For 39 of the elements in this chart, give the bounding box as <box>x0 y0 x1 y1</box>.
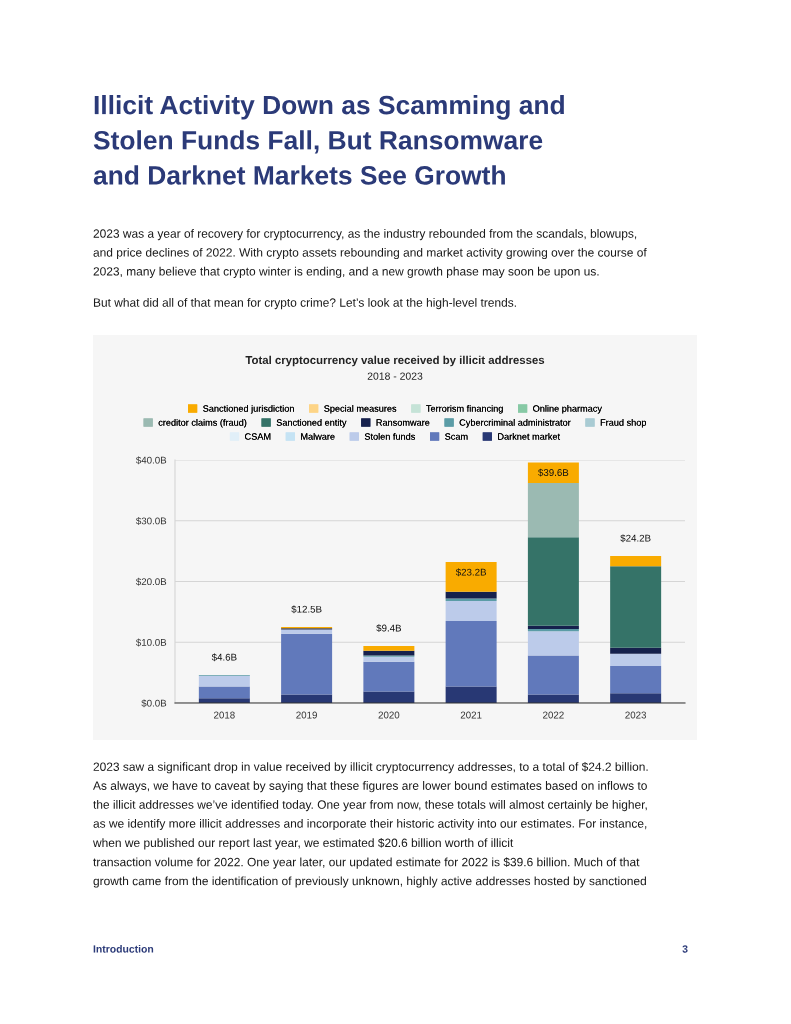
total-label: $24.2B <box>620 534 651 543</box>
text: But what did all of that mean for crypto crime? Let’s look at the high-level trends. <box>93 298 516 310</box>
legend-label: Cybercriminal administrator <box>459 419 571 428</box>
y-tick-label: $0.0B <box>141 699 167 708</box>
legend-label: Sanctioned entity <box>276 419 347 428</box>
text: Illicit Activity Down as Scamming and Stolen Funds Fall, But Ransomware and Darknet Markets See Growth <box>93 95 564 185</box>
x-tick-label: 2019 <box>296 711 317 719</box>
legend-label: Sanctioned jurisdiction <box>203 405 294 414</box>
y-tick-label: $10.0B <box>135 638 167 647</box>
chart-title: Total cryptocurrency value received by illicit addresses <box>245 355 545 367</box>
x-tick-label: 2018 <box>214 711 235 719</box>
legend-label: Online pharmacy <box>533 405 602 414</box>
legend-label: Special measures <box>324 405 397 414</box>
legend-label: Stolen funds <box>364 433 415 440</box>
legend-label: Darknet market <box>498 433 561 440</box>
y-tick-label: $20.0B <box>135 577 167 586</box>
x-tick-label: 2021 <box>460 711 482 719</box>
text: 2023 was a year of recovery for cryptocurrency, as the industry rebounded from the scandals, blowups, and price declines of 2022. With crypto assets rebounding and market activity growing over the course of 2023, many believe that crypto winter is ending, and a new growth phase may soon be upon us. <box>93 229 647 278</box>
legend-label: Ransomware <box>376 419 430 426</box>
total-label: $4.6B <box>211 653 237 662</box>
legend-label: Scam <box>445 433 468 440</box>
legend-label: Terrorism financing <box>426 405 503 414</box>
total-label: $12.5B <box>291 605 322 614</box>
x-tick-label: 2022 <box>543 711 564 719</box>
total-label: $23.2B <box>455 568 487 577</box>
legend-label: CSAM <box>245 433 271 440</box>
legend-label: creditor claims (fraud) <box>158 419 247 428</box>
legend-label: Malware <box>301 433 335 440</box>
total-label: $39.6B <box>538 468 569 477</box>
text: 3 <box>682 945 688 953</box>
x-tick-label: 2023 <box>625 711 647 719</box>
y-tick-label: $40.0B <box>135 456 167 465</box>
text: 2023 saw a significant drop in value received by illicit cryptocurrency addresses, to a total of $24.2 billion. As always, we have to caveat by saying that these figures are lower bound estimates based on inflows to the illicit addresses we’ve identified today. One year from now, these totals will almost certainly be higher, as we identify more illicit addresses and incorporate their historic activity into our estimates. For instance, when we published our report last year, we estimated $20.6 billion worth of illicit transaction volume for 2022. One year later, our updated estimate for 2022 is $39.6 billion. Much of that growth came from the identification of previously unknown, highly active addresses hosted by sanctioned <box>92 762 648 888</box>
text: Introduction <box>93 945 154 953</box>
x-tick-label: 2020 <box>378 711 400 719</box>
chart-subtitle: 2018 - 2023 <box>367 372 423 380</box>
y-tick-label: $30.0B <box>135 517 167 525</box>
total-label: $9.4B <box>376 624 402 633</box>
legend-label: Fraud shop <box>600 419 647 428</box>
